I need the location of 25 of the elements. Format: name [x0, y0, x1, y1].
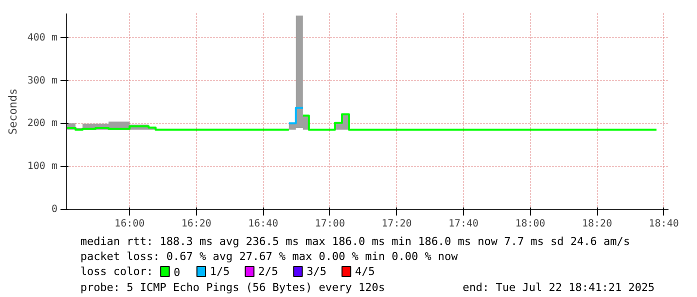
y-tick-label: 400 m [27, 32, 58, 44]
text: median rtt: 188.3 ms avg 236.5 ms max 186.0 ms min 186.0 ms now 7.7 ms sd 24.6 am/s [80, 235, 630, 248]
x-tick-label: 18:40 [648, 218, 679, 230]
x-tick-label: 18:00 [515, 218, 546, 230]
text: probe: 5 ICMP Echo Pings (56 Bytes) every 120s [80, 281, 385, 294]
y-tick-label: 200 m [27, 118, 58, 130]
x-tick-label: 17:40 [448, 218, 479, 230]
x-tick-label: 16:40 [248, 218, 278, 230]
x-tick-label: 16:20 [181, 218, 212, 230]
x-tick-label: 16:00 [114, 218, 145, 230]
legend-title: loss color: [80, 265, 154, 278]
x-tick-label: 17:00 [314, 218, 345, 230]
text: end: Tue Jul 22 18:41:21 2025 [462, 281, 655, 294]
legend-label: 0 [174, 266, 180, 279]
legend-label: 4/5 [354, 265, 375, 278]
legend-label: 2/5 [258, 265, 278, 278]
y-tick-label: 100 m [27, 161, 58, 172]
legend-label: 1/5 [210, 265, 230, 278]
y-tick-label: 300 m [27, 75, 58, 86]
x-tick-label: 17:20 [382, 218, 412, 230]
y-tick-label: 0 [51, 204, 58, 215]
y-axis-title: Seconds [6, 88, 20, 135]
legend-label: 3/5 [306, 265, 326, 278]
text: packet loss: 0.67 % avg 27.67 % max 0.00 % min 0.00 % now [80, 250, 458, 263]
x-tick-label: 18:20 [582, 218, 612, 230]
